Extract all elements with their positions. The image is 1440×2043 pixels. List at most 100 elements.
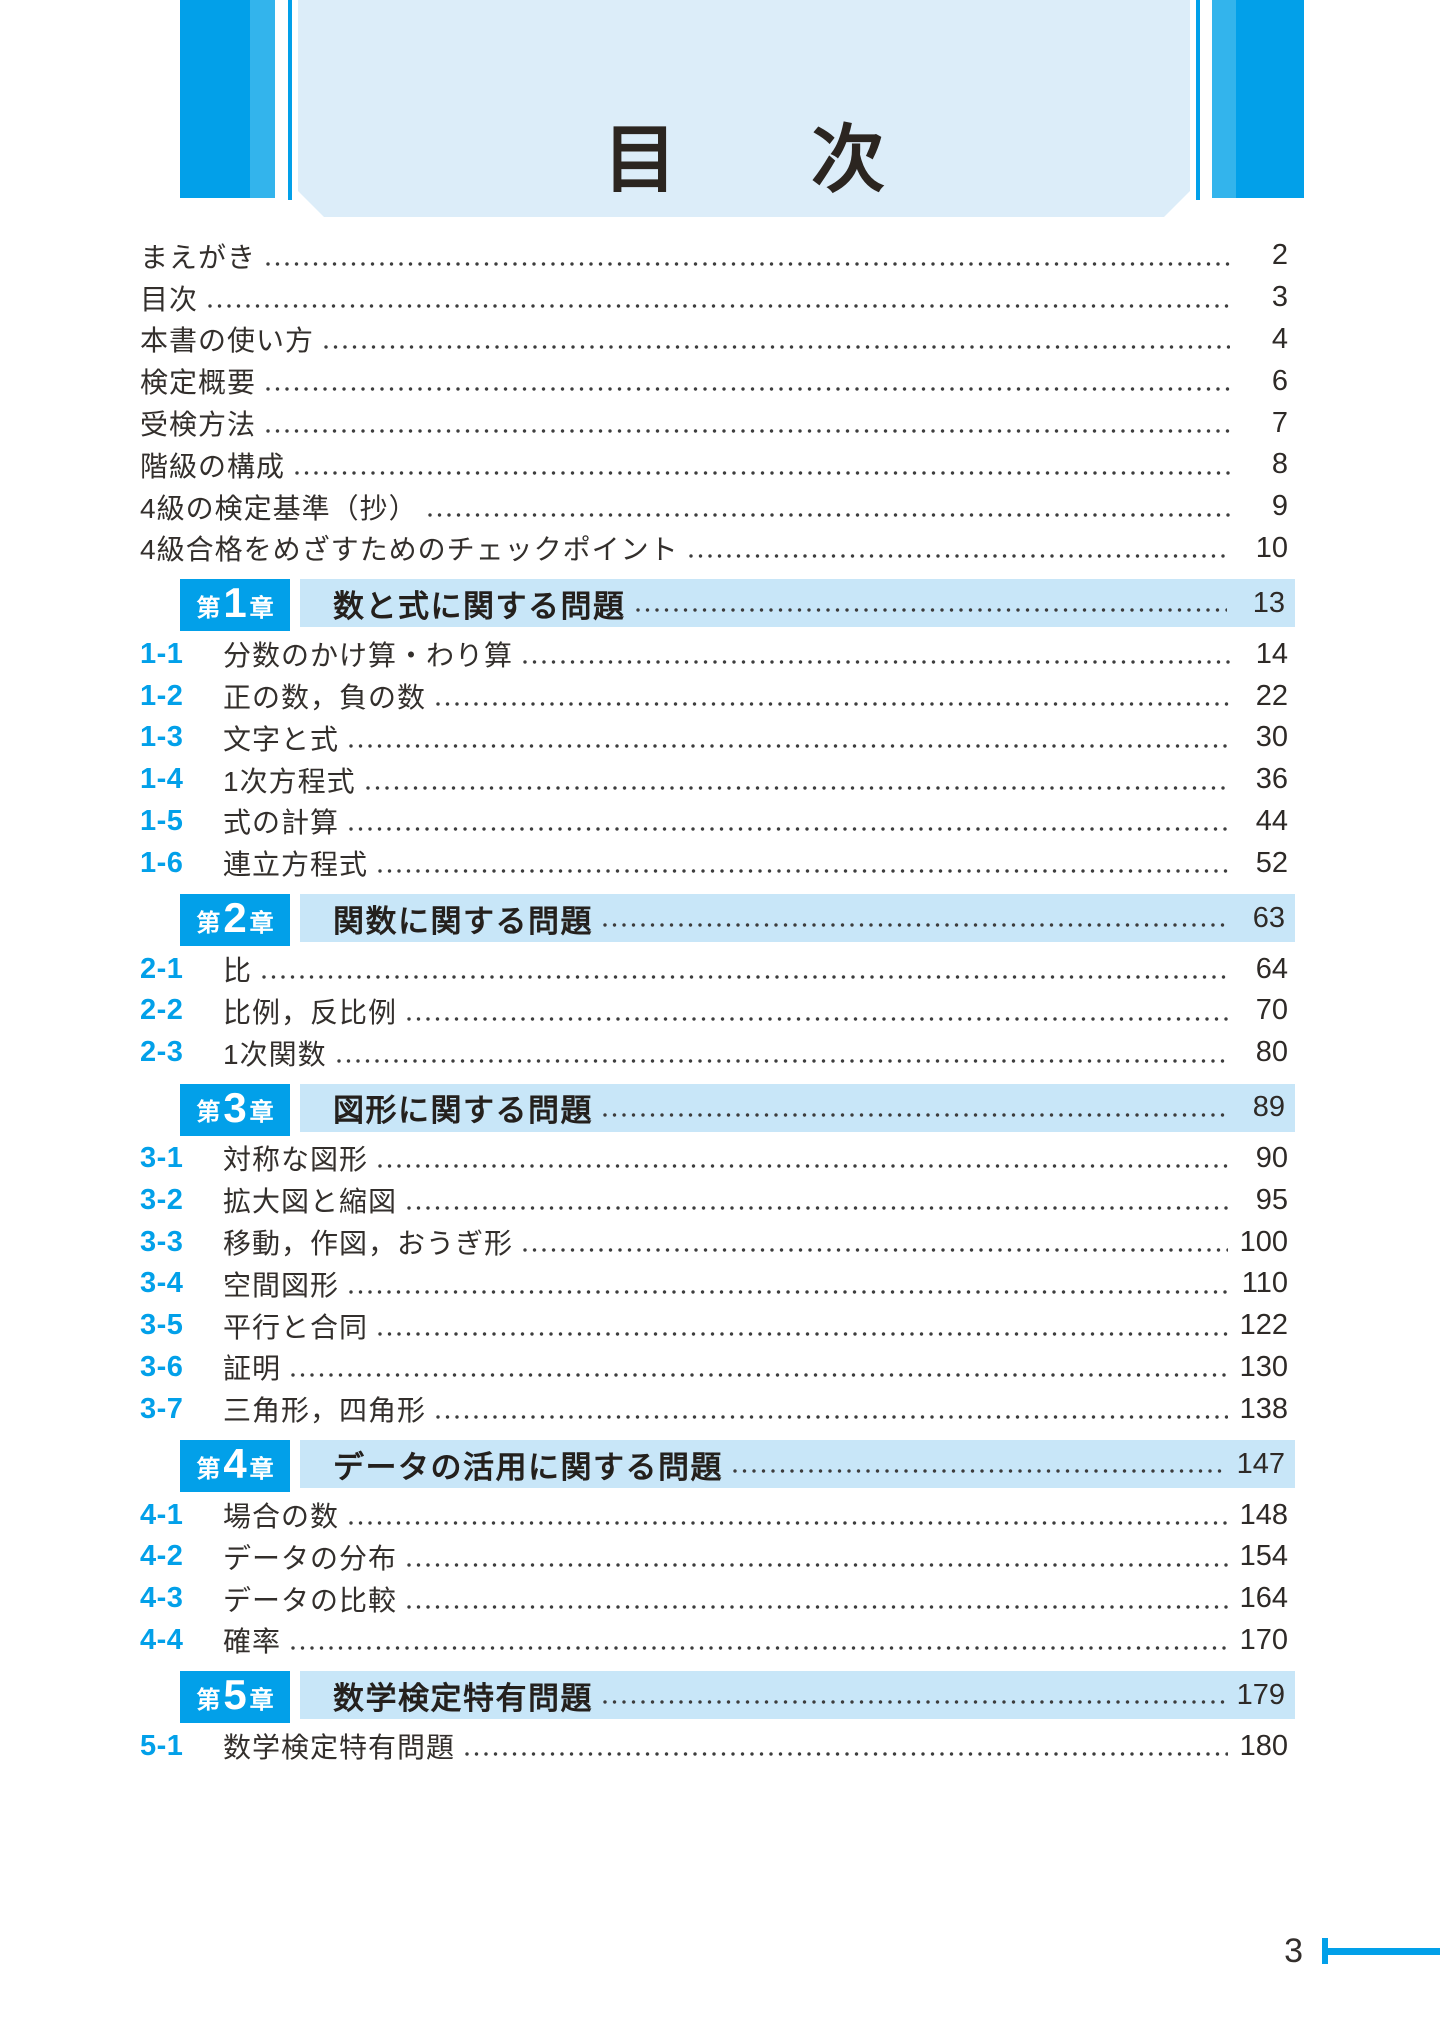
section-number: 5-1	[140, 1729, 184, 1762]
entry-label: 比	[223, 955, 253, 987]
entry-page-number: 100	[1239, 1225, 1288, 1258]
dot-leader	[349, 743, 1230, 748]
dot-leader	[465, 1752, 1228, 1757]
section-number: 4-4	[140, 1623, 184, 1656]
header-left-line-decoration	[288, 0, 292, 200]
chapter-header-row: 第 4 章 データの活用に関する問題 147	[180, 1440, 1295, 1493]
front-matter-entry: 目次 3	[140, 277, 1288, 319]
entry-label: 場合の数	[223, 1501, 340, 1533]
dot-leader	[407, 1562, 1228, 1567]
dot-leader	[291, 1646, 1228, 1651]
entry-page-number: 130	[1239, 1350, 1288, 1383]
front-matter-entry: 検定概要 6	[140, 360, 1288, 402]
section-list: 5-1 数学検定特有問題 180	[0, 1725, 1440, 1767]
chapter-title: 数と式に関する問題	[333, 588, 626, 624]
chapter-header-row: 第 1 章 数と式に関する問題 13	[180, 579, 1295, 632]
chapter-block: 第 4 章 データの活用に関する問題 147 4-1 場合の数 148 4-2 データの分布 154…	[0, 1440, 1440, 1661]
header-left-bar-decoration	[180, 0, 275, 198]
dot-leader	[407, 1016, 1230, 1021]
entry-page-number: 70	[1255, 994, 1288, 1027]
entry-page-number: 3	[1271, 281, 1288, 314]
entry-page-number: 122	[1239, 1309, 1288, 1342]
entry-page-number: 44	[1255, 804, 1288, 837]
chapter-title-bar: 図形に関する問題 89	[300, 1083, 1295, 1132]
section-entry: 1-3 文字と式 30	[140, 717, 1288, 759]
chapter-title-bar: 数と式に関する問題 13	[300, 579, 1295, 628]
chapter-title-bar: データの活用に関する問題 147	[300, 1440, 1295, 1489]
section-list: 3-1 対称な図形 90 3-2 拡大図と縮図 95 3-3 移動，作図，おうぎ形 100 3-4…	[0, 1138, 1440, 1431]
dot-leader	[378, 1164, 1230, 1169]
chapter-page-number: 63	[1252, 901, 1285, 934]
section-number: 1-2	[140, 679, 184, 712]
section-entry: 4-3 データの比較 164	[140, 1578, 1288, 1620]
entry-label: 証明	[223, 1353, 282, 1385]
chapter-badge-prefix: 第	[196, 594, 221, 622]
section-number: 3-4	[140, 1267, 184, 1300]
entry-page-number: 64	[1255, 952, 1288, 985]
dot-leader	[688, 554, 1230, 559]
chapters-container: 第 1 章数と式に関する問題 13 1-1 分数のかけ算・わり算 14 1-2 正の数，負の数 2…	[0, 579, 1440, 1767]
dot-leader	[295, 470, 1230, 475]
section-number: 2-2	[140, 994, 184, 1027]
entry-label: 階級の構成	[140, 450, 286, 482]
chapter-badge-prefix: 第	[196, 1455, 221, 1483]
entry-label: 連立方程式	[223, 849, 369, 881]
entry-label: 本書の使い方	[140, 325, 315, 357]
entry-label: データの比較	[223, 1584, 398, 1616]
entry-label: 4級の検定基準（抄）	[140, 492, 418, 524]
entry-page-number: 90	[1255, 1141, 1288, 1174]
section-entry: 3-6 証明 130	[140, 1347, 1288, 1389]
entry-page-number: 9	[1271, 490, 1288, 523]
front-matter-entry: 階級の構成 8	[140, 444, 1288, 486]
chapter-header-row: 第 2 章 関数に関する問題 63	[180, 894, 1295, 947]
entry-page-number: 148	[1239, 1498, 1288, 1531]
entry-page-number: 138	[1239, 1392, 1288, 1425]
dot-leader	[208, 303, 1230, 308]
front-matter-entry: 本書の使い方 4	[140, 319, 1288, 361]
entry-label: 対称な図形	[223, 1144, 369, 1176]
dot-leader	[603, 1112, 1227, 1117]
dot-leader	[427, 512, 1230, 517]
chapter-block: 第 1 章 数と式に関する問題 13 1-1 分数のかけ算・わり算 14 1-2 正の数，負の数 2…	[0, 579, 1440, 884]
dot-leader	[407, 1604, 1228, 1609]
entry-label: 数学検定特有問題	[223, 1732, 456, 1764]
section-entry: 2-1 比 64	[140, 948, 1288, 990]
entry-page-number: 2	[1271, 239, 1288, 272]
toc-page: 目 次 まえがき 2 目次 3 本書の使い方 4 検定概要 6 受検方法 7 階級の構成 8 4級の検定…	[0, 0, 1440, 1968]
entry-page-number: 22	[1255, 679, 1288, 712]
footer-rule-line	[1324, 1948, 1440, 1955]
entry-page-number: 170	[1239, 1623, 1288, 1656]
section-entry: 3-4 空間図形 110	[140, 1263, 1288, 1305]
entry-label: 拡大図と縮図	[223, 1186, 398, 1218]
entry-label: 目次	[140, 283, 199, 315]
dot-leader	[603, 1700, 1225, 1705]
dot-leader	[349, 827, 1230, 832]
entry-page-number: 6	[1271, 364, 1288, 397]
entry-label: 空間図形	[223, 1269, 340, 1301]
entry-page-number: 52	[1255, 846, 1288, 879]
section-entry: 2-3 1次関数 80	[140, 1032, 1288, 1074]
chapter-badge-prefix: 第	[196, 1686, 221, 1714]
section-entry: 1-1 分数のかけ算・わり算 14	[140, 633, 1288, 675]
page-number: 3	[1284, 1932, 1303, 1970]
entry-label: 比例，反比例	[223, 996, 398, 1028]
chapter-badge-number: 3	[223, 1083, 247, 1131]
chapter-badge-suffix: 章	[249, 1686, 274, 1714]
entry-page-number: 180	[1239, 1729, 1288, 1762]
dot-leader	[603, 923, 1227, 928]
section-number: 1-1	[140, 637, 184, 670]
chapter-header-row: 第 5 章 数学検定特有問題 179	[180, 1671, 1295, 1724]
section-entry: 4-1 場合の数 148	[140, 1494, 1288, 1536]
chapter-badge-number: 4	[223, 1440, 247, 1488]
page-title: 目 次	[603, 118, 915, 201]
entry-page-number: 110	[1241, 1267, 1288, 1300]
entry-label: 三角形，四角形	[223, 1395, 427, 1427]
header-right-bar-decoration	[1212, 0, 1304, 198]
entry-page-number: 154	[1239, 1540, 1288, 1573]
entry-label: 4級合格をめざすためのチェックポイント	[140, 534, 679, 566]
chapter-title-bar: 数学検定特有問題 179	[300, 1671, 1295, 1720]
section-entry: 2-2 比例，反比例 70	[140, 990, 1288, 1032]
dot-leader	[266, 429, 1230, 434]
